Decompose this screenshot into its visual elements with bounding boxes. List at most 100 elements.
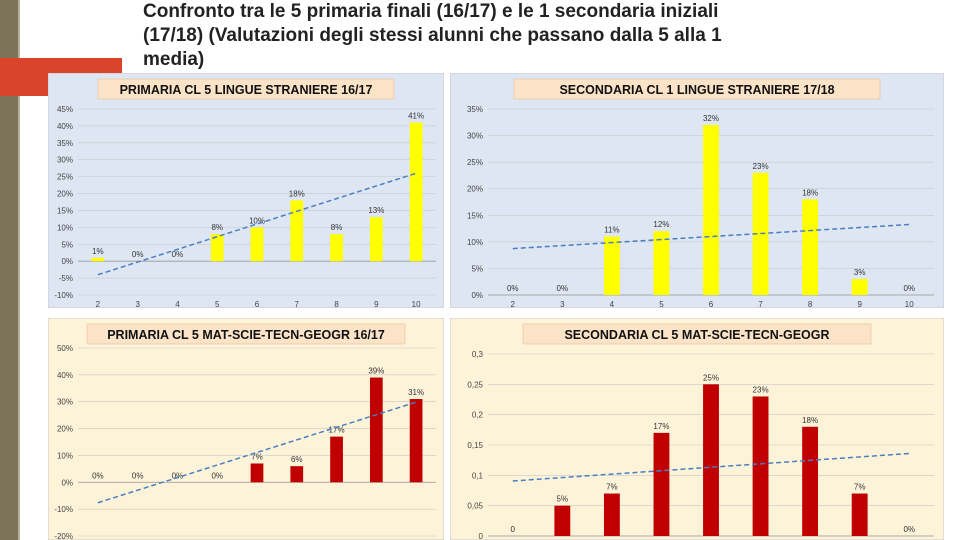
data-label: 11% xyxy=(604,226,619,235)
y-tick-label: 10% xyxy=(57,223,73,232)
y-tick-label: 20% xyxy=(57,425,73,434)
bar xyxy=(250,463,264,483)
chart-background xyxy=(48,318,444,540)
left-decor-line xyxy=(18,0,20,540)
y-tick-label: 0,15 xyxy=(467,441,483,450)
chart-title-badge xyxy=(86,323,406,345)
bar xyxy=(409,399,423,483)
data-label: 18% xyxy=(289,189,305,198)
data-label: 7% xyxy=(854,483,866,492)
bar xyxy=(409,122,423,262)
bar xyxy=(250,227,264,262)
trendline xyxy=(512,223,910,250)
data-label: 0% xyxy=(172,250,184,259)
bar xyxy=(653,231,670,295)
chart-secondaria-mat: SECONDARIA CL 5 MAT-SCIE-TECN-GEOGR 0,3 0,… xyxy=(450,318,944,540)
chart-title-badge xyxy=(522,323,872,345)
x-tick-label: 3 xyxy=(135,300,140,308)
y-tick-label: 5% xyxy=(61,240,73,249)
trendline xyxy=(512,452,910,482)
data-label: 0% xyxy=(132,471,144,480)
data-label: 17% xyxy=(329,426,345,435)
y-tick-label: 0,25 xyxy=(467,380,483,389)
y-tick-label: 0% xyxy=(61,257,73,266)
y-tick-label: 25% xyxy=(467,158,483,167)
y-tick-label: 0% xyxy=(61,478,73,487)
y-tick-label: 20% xyxy=(57,190,73,199)
y-tick-label: 0,05 xyxy=(467,502,483,511)
y-tick-label: 0,2 xyxy=(472,411,484,420)
bar xyxy=(369,377,383,483)
bar xyxy=(330,436,343,483)
bar xyxy=(603,236,620,295)
y-tick-label: 30% xyxy=(57,156,73,165)
y-tick-label: 40% xyxy=(57,371,73,380)
y-tick-label: 10% xyxy=(467,238,483,247)
data-label: 25% xyxy=(703,373,719,382)
data-label: 10% xyxy=(249,216,265,225)
chart-title: PRIMARIA CL 5 MAT-SCIE-TECN-GEOGR 16/17 xyxy=(107,328,385,342)
y-tick-label: -20% xyxy=(54,532,73,540)
x-tick-label: 7 xyxy=(758,300,763,308)
y-tick-label: 0% xyxy=(471,291,483,300)
y-tick-label: 0,1 xyxy=(472,471,484,480)
chart-svg: SECONDARIA CL 5 MAT-SCIE-TECN-GEOGR 0,3 0,… xyxy=(450,318,944,540)
x-tick-label: 10 xyxy=(412,300,421,308)
bar xyxy=(210,234,224,262)
bar xyxy=(554,505,571,536)
bar xyxy=(752,396,769,536)
chart-background xyxy=(450,73,944,308)
y-tick-label: 20% xyxy=(467,185,483,194)
data-label: 13% xyxy=(368,206,384,215)
data-label: 23% xyxy=(753,385,769,394)
chart-background xyxy=(48,73,444,308)
y-tick-label: 30% xyxy=(467,132,483,141)
data-label: 32% xyxy=(703,114,719,123)
data-label: 39% xyxy=(368,367,384,376)
data-label: 7% xyxy=(606,483,618,492)
chart-svg: SECONDARIA CL 1 LINGUE STRANIERE 17/1835… xyxy=(450,73,944,308)
y-tick-label: 45% xyxy=(57,105,73,114)
x-tick-label: 4 xyxy=(610,300,615,308)
chart-title: SECONDARIA CL 1 LINGUE STRANIERE 17/18 xyxy=(559,83,834,97)
data-label: 0% xyxy=(903,284,915,293)
x-tick-label: 8 xyxy=(334,300,339,308)
x-tick-label: 4 xyxy=(175,300,180,308)
data-label: 0% xyxy=(172,471,184,480)
y-tick-label: 0,3 xyxy=(472,350,484,359)
chart-secondaria-lingue: SECONDARIA CL 1 LINGUE STRANIERE 17/18 35… xyxy=(450,73,944,308)
chart-title: SECONDARIA CL 5 MAT-SCIE-TECN-GEOGR xyxy=(564,328,829,342)
x-tick-label: 9 xyxy=(857,300,862,308)
y-tick-label: -5% xyxy=(59,274,73,283)
bar xyxy=(851,493,868,536)
bar xyxy=(703,124,719,295)
data-label: 5% xyxy=(557,495,569,504)
bar xyxy=(802,426,819,536)
slide-title-line2: (17/18) (Valutazioni degli stessi alunni… xyxy=(143,25,722,46)
bar xyxy=(653,432,670,536)
slide-title-line3: media) xyxy=(143,49,205,70)
data-label: 1% xyxy=(92,247,104,256)
data-label: 7% xyxy=(251,452,263,461)
data-label: 0% xyxy=(132,250,144,259)
y-tick-label: -10% xyxy=(54,291,73,300)
slide-title-line1: Confronto tra le 5 primaria finali (16/1… xyxy=(143,1,719,22)
data-label: 8% xyxy=(211,223,223,232)
data-label: 31% xyxy=(408,388,424,397)
chart-title-badge xyxy=(97,78,395,100)
slide-title: Confronto tra le 5 primaria finali (16/1… xyxy=(143,0,943,72)
x-tick-label: 5 xyxy=(215,300,220,308)
chart-background xyxy=(450,318,944,540)
y-tick-label: 40% xyxy=(57,122,73,131)
y-tick-label: 0 xyxy=(479,532,484,540)
x-tick-label: 6 xyxy=(709,300,714,308)
chart-svg: PRIMARIA CL 5 MAT-SCIE-TECN-GEOGR 16/17 5… xyxy=(48,318,444,540)
data-label: 0 xyxy=(511,525,516,534)
y-tick-label: 30% xyxy=(57,398,73,407)
bar xyxy=(851,279,868,295)
chart-primaria-mat: PRIMARIA CL 5 MAT-SCIE-TECN-GEOGR 16/17 5… xyxy=(48,318,444,540)
bar xyxy=(330,234,343,262)
x-tick-label: 3 xyxy=(560,300,565,308)
chart-primaria-lingue: PRIMARIA CL 5 LINGUE STRANIERE 16/17 45% 4… xyxy=(48,73,444,308)
data-label: 0% xyxy=(92,471,104,480)
